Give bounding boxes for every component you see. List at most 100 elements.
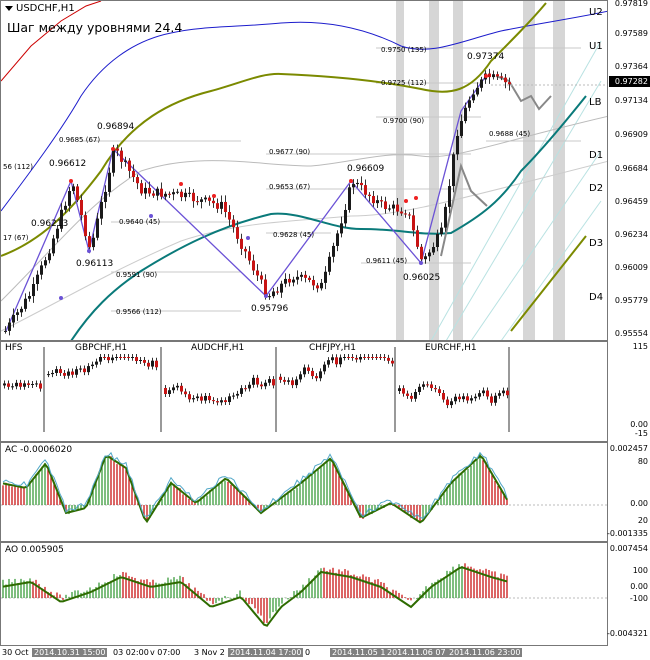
- candle-body: [456, 135, 459, 155]
- candle-body: [32, 284, 35, 297]
- candle-body: [344, 209, 347, 224]
- scale-tick: -0.001335: [606, 529, 648, 538]
- candle-body: [284, 278, 287, 284]
- pair-candle-body: [172, 387, 175, 391]
- candle-body: [132, 170, 135, 178]
- pair-candle-body: [180, 385, 183, 392]
- pair-candle-body: [155, 360, 158, 368]
- pair-candle-body: [450, 401, 453, 406]
- candle-body: [196, 201, 199, 203]
- candle-body: [60, 209, 63, 229]
- main-price-pane[interactable]: USDCHF,H1 Шаг между уровнями 24.4 U2 U1 …: [0, 0, 608, 341]
- candle-body: [48, 253, 51, 261]
- pair-candle-body: [272, 379, 275, 386]
- candle-body: [228, 211, 231, 220]
- chevron-down-icon[interactable]: [5, 6, 13, 11]
- candle-body: [12, 314, 15, 323]
- pair-candle-body: [216, 401, 219, 403]
- fib-label: 0.9685 (67): [59, 136, 101, 144]
- candle-body: [68, 191, 71, 206]
- scale-tick: -100: [629, 594, 648, 603]
- pair-candle-body: [232, 395, 235, 397]
- scale-tick: 0.007454: [609, 544, 648, 553]
- candle-body: [220, 201, 223, 209]
- candle-body: [44, 260, 47, 266]
- fib-label: 17 (67): [3, 234, 29, 242]
- candle-body: [92, 237, 95, 248]
- pair-candle-body: [47, 374, 50, 376]
- candle-body: [508, 82, 511, 85]
- pair-candle-body: [347, 357, 350, 358]
- pair-candle-body: [438, 389, 441, 394]
- candle-body: [224, 201, 227, 212]
- pair-candle-body: [119, 357, 122, 358]
- peak-label: 0.96213: [31, 219, 69, 229]
- candle-body: [328, 256, 331, 272]
- candle-body: [260, 275, 263, 280]
- candle-body: [332, 245, 335, 257]
- candle-body: [8, 322, 11, 331]
- fib-label: 0.9653 (67): [269, 183, 311, 191]
- candle-body: [296, 276, 299, 280]
- pair-candle-body: [474, 396, 477, 399]
- candle-body: [28, 296, 31, 299]
- candle-body: [192, 192, 195, 202]
- ao-pane[interactable]: AO 0.005905: [0, 542, 608, 646]
- peak-label: 0.96025: [403, 273, 441, 283]
- pair-candle-body: [299, 374, 302, 380]
- pair-candle-body: [39, 383, 42, 389]
- ac-pane[interactable]: AC -0.0006020: [0, 442, 608, 542]
- pair-candle-body: [224, 400, 227, 403]
- time-tick: 30 Oct: [2, 648, 29, 657]
- candle-body: [348, 187, 351, 210]
- pair-candle-body: [486, 390, 489, 397]
- fib-label: 0.9640 (45): [119, 218, 161, 226]
- pair-candle-body: [406, 393, 409, 396]
- pair-candle-body: [375, 357, 378, 358]
- candle-body: [452, 154, 455, 187]
- candle-body: [400, 211, 403, 214]
- price-scale[interactable]: 0.97819 0.97589 0.97364 0.97134 0.96909 …: [609, 0, 650, 341]
- time-tick: 3 Nov 2: [194, 648, 225, 657]
- pair-candle-body: [188, 394, 191, 400]
- fib-label: 0.9611 (45): [366, 257, 408, 265]
- pair-candle-body: [220, 400, 223, 403]
- pair-candle-body: [268, 379, 271, 383]
- level-d3: D3: [589, 238, 604, 249]
- candle-body: [448, 186, 451, 207]
- candle-body: [320, 282, 323, 289]
- candle-body: [108, 172, 111, 192]
- candle-body: [288, 278, 291, 283]
- pair-candle-body: [184, 391, 187, 395]
- candle-body: [308, 277, 311, 280]
- pair-candle-body: [164, 387, 167, 395]
- level-u2: U2: [589, 7, 603, 18]
- pair-candle-body: [95, 361, 98, 365]
- time-tick: 2014.10.31 15:00: [32, 648, 108, 657]
- candle-body: [64, 205, 67, 210]
- pair-candle-body: [323, 364, 326, 372]
- symbol-title[interactable]: USDCHF,H1: [5, 3, 75, 14]
- candle-body: [240, 238, 243, 249]
- candle-body: [440, 227, 443, 235]
- pairs-pane[interactable]: HFS GBPCHF,H1 AUDCHF,H1 CHFJPY,H1 EURCHF…: [0, 341, 608, 442]
- time-axis[interactable]: 30 Oct 2014.10.31 15:00 03 02:00 v 07:00…: [0, 646, 608, 660]
- candle-body: [424, 256, 427, 260]
- candle-body: [208, 197, 211, 201]
- sub-label: HFS: [5, 343, 23, 353]
- pair-candle-body: [139, 360, 142, 362]
- candle-body: [200, 199, 203, 202]
- candle-body: [404, 213, 407, 215]
- pair-candle-body: [111, 357, 114, 361]
- pair-candle-body: [402, 388, 405, 394]
- pair-candle-body: [63, 373, 66, 376]
- fib-label: 0.9591 (90): [116, 271, 158, 279]
- price-tick: 0.95554: [614, 329, 648, 338]
- pair-candle-body: [458, 396, 461, 400]
- pairs-scale: 115 0.00 -15: [609, 341, 650, 442]
- candle-body: [140, 183, 143, 194]
- fib-label: 0.9750 (135): [381, 46, 427, 54]
- price-tick: 0.96009: [614, 263, 648, 272]
- candle-body: [324, 271, 327, 283]
- ao-title: AO 0.005905: [5, 545, 64, 555]
